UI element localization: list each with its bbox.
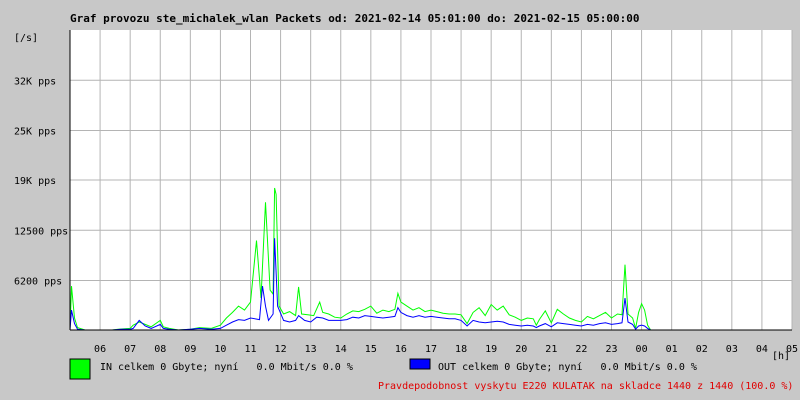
x-tick-label: 10 (214, 344, 226, 355)
x-tick-label: 14 (335, 344, 347, 355)
x-axis-ticks: 06 07 08 09 10 11 12 13 14 15 16 17 18 19 20 21 22 23 00 01… (94, 344, 798, 355)
grid-lines (70, 30, 793, 330)
x-tick-label: 03 (726, 344, 738, 355)
x-tick-label: 21 (545, 344, 557, 355)
probability-note: Pravdepodobnost vyskytu E220 KULATAK na … (378, 381, 793, 392)
x-tick-label: 08 (154, 344, 166, 355)
x-tick-label: 00 (636, 344, 648, 355)
x-tick-label: 16 (395, 344, 407, 355)
x-tick-label: 12 (275, 344, 287, 355)
legend-in-label: IN celkem 0 Gbyte; nyní 0.0 Mbit/s 0.0 % (100, 361, 353, 373)
x-tick-label: 19 (485, 344, 497, 355)
x-tick-label: 22 (575, 344, 587, 355)
x-tick-label: 09 (184, 344, 196, 355)
x-tick-label: 05 (786, 344, 798, 355)
x-tick-label: 17 (425, 344, 437, 355)
y-tick-label: 19K pps (14, 176, 56, 187)
legend-out-swatch (409, 358, 431, 370)
y-tick-label: 12500 pps (14, 226, 68, 237)
x-tick-label: 06 (94, 344, 106, 355)
y-tick-label: 25K pps (14, 127, 56, 138)
series-line-out (69, 238, 792, 331)
series-lines (69, 187, 792, 331)
y-tick-label: 32K pps (14, 76, 56, 87)
x-tick-label: 20 (515, 344, 527, 355)
x-tick-label: 23 (605, 344, 617, 355)
y-tick-label: 6200 pps (14, 277, 62, 288)
chart-title: Graf provozu ste_michalek_wlan Packets o… (70, 12, 640, 25)
legend-in-swatch (69, 358, 91, 380)
x-axis-unit-label: [h] (772, 351, 790, 362)
series-line-in (69, 187, 792, 331)
x-tick-label: 15 (365, 344, 377, 355)
x-tick-label: 11 (244, 344, 256, 355)
x-tick-label: 13 (305, 344, 317, 355)
legend-out-label: OUT celkem 0 Gbyte; nyní 0.0 Mbit/s 0.0 … (438, 361, 697, 373)
x-tick-label: 02 (696, 344, 708, 355)
x-tick-label: 04 (756, 344, 768, 355)
y-axis-ticks: 6200 pps 12500 pps 19K pps 25K pps 32K pps (14, 76, 68, 287)
y-axis-unit-label: [/s] (14, 33, 38, 44)
x-tick-label: 07 (124, 344, 136, 355)
x-tick-label: 18 (455, 344, 467, 355)
x-tick-label: 01 (666, 344, 678, 355)
